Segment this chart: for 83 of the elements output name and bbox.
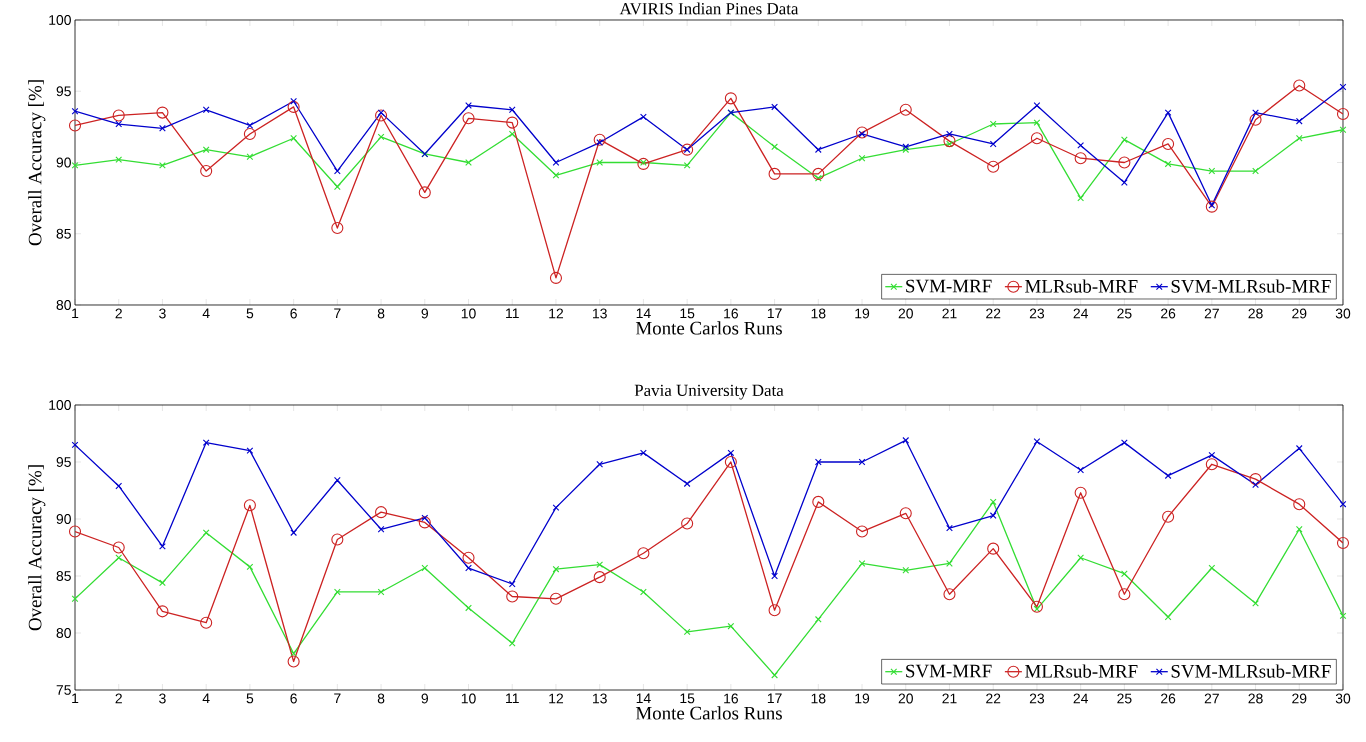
x-tick-label: 29 bbox=[1292, 693, 1307, 704]
x-tick-label: 14 bbox=[636, 308, 651, 319]
x-tick-label: 29 bbox=[1292, 308, 1307, 319]
y-axis-title: Overall Accuracy [%] bbox=[28, 465, 46, 631]
x-tick-label: 3 bbox=[159, 308, 166, 319]
x-tick-label: 24 bbox=[1073, 693, 1088, 704]
x-tick-label: 9 bbox=[421, 308, 429, 319]
y-tick-label: 95 bbox=[56, 457, 71, 467]
x-tick-label: 19 bbox=[855, 693, 870, 704]
x-tick-label: 21 bbox=[942, 308, 957, 319]
x-tick-label: 27 bbox=[1204, 693, 1219, 704]
legend-label: SVM-MLRsub-MRF bbox=[1171, 664, 1331, 678]
x-tick-label: 17 bbox=[767, 308, 782, 319]
x-tick-label: 30 bbox=[1335, 308, 1351, 319]
x-tick-label: 5 bbox=[246, 693, 254, 704]
x-tick-label: 24 bbox=[1073, 308, 1088, 319]
x-axis-title: Monte Carlos Runs bbox=[635, 706, 782, 720]
x-tick-label: 13 bbox=[592, 693, 607, 704]
x-tick-label: 5 bbox=[246, 308, 254, 319]
x-tick-label: 8 bbox=[377, 308, 385, 319]
x-tick-label: 2 bbox=[115, 308, 122, 319]
x-tick-label: 18 bbox=[811, 693, 826, 704]
x-tick-label: 7 bbox=[334, 693, 341, 704]
x-tick-label: 16 bbox=[724, 693, 738, 704]
x-tick-label: 1 bbox=[72, 693, 79, 704]
x-tick-label: 12 bbox=[549, 308, 564, 319]
x-tick-label: 12 bbox=[549, 693, 564, 704]
x-tick-label: 6 bbox=[290, 693, 297, 704]
x-tick-label: 22 bbox=[986, 308, 1001, 319]
y-tick-label: 75 bbox=[56, 685, 71, 695]
x-tick-label: 28 bbox=[1248, 308, 1263, 319]
x-tick-label: 11 bbox=[506, 308, 519, 319]
legend-label: MLRsub-MRF bbox=[1025, 279, 1138, 293]
x-tick-label: 13 bbox=[592, 308, 607, 319]
x-tick-label: 20 bbox=[898, 308, 913, 319]
x-tick-label: 4 bbox=[202, 308, 210, 319]
x-tick-label: 2 bbox=[115, 693, 122, 704]
x-tick-label: 17 bbox=[767, 693, 782, 704]
y-tick-label: 80 bbox=[56, 628, 71, 638]
y-tick-label: 90 bbox=[56, 514, 71, 524]
y-tick-label: 85 bbox=[56, 228, 71, 239]
x-tick-label: 1 bbox=[72, 308, 79, 319]
x-tick-label: 26 bbox=[1161, 693, 1176, 704]
x-axis-title: Monte Carlos Runs bbox=[635, 321, 782, 335]
x-tick-label: 6 bbox=[290, 308, 297, 319]
x-tick-label: 8 bbox=[377, 693, 385, 704]
legend-label: SVM-MRF bbox=[906, 279, 992, 293]
x-tick-label: 16 bbox=[724, 308, 738, 319]
y-tick-label: 80 bbox=[56, 300, 71, 310]
y-axis-title: Overall Accuracy [%] bbox=[28, 80, 46, 246]
x-tick-label: 25 bbox=[1117, 693, 1132, 704]
chart-title: AVIRIS Indian Pines Data bbox=[619, 2, 799, 15]
x-tick-label: 7 bbox=[334, 308, 341, 319]
x-tick-label: 18 bbox=[811, 308, 826, 319]
x-tick-label: 28 bbox=[1248, 693, 1263, 704]
x-tick-label: 21 bbox=[942, 693, 957, 704]
x-tick-label: 26 bbox=[1161, 308, 1176, 319]
x-tick-label: 30 bbox=[1335, 693, 1351, 704]
x-tick-label: 23 bbox=[1029, 308, 1045, 319]
x-tick-label: 10 bbox=[461, 693, 476, 704]
y-tick-label: 95 bbox=[56, 86, 71, 97]
y-tick-label: 100 bbox=[49, 400, 71, 410]
y-tick-label: 100 bbox=[49, 15, 71, 25]
y-tick-label: 90 bbox=[56, 157, 71, 168]
x-tick-label: 20 bbox=[898, 693, 913, 704]
x-tick-label: 14 bbox=[636, 693, 651, 704]
x-tick-label: 27 bbox=[1204, 308, 1219, 319]
x-tick-label: 22 bbox=[986, 693, 1001, 704]
x-tick-label: 11 bbox=[506, 693, 519, 704]
chart-title: Pavia University Data bbox=[634, 384, 784, 400]
legend-label: SVM-MLRsub-MRF bbox=[1171, 279, 1331, 293]
x-tick-label: 3 bbox=[159, 693, 166, 704]
x-tick-label: 9 bbox=[421, 693, 429, 704]
x-tick-label: 19 bbox=[855, 308, 870, 319]
x-tick-label: 15 bbox=[680, 693, 695, 704]
x-tick-label: 25 bbox=[1117, 308, 1132, 319]
legend-label: MLRsub-MRF bbox=[1025, 664, 1138, 678]
x-tick-label: 10 bbox=[461, 308, 476, 319]
x-tick-label: 23 bbox=[1029, 693, 1045, 704]
y-tick-label: 85 bbox=[56, 571, 71, 581]
x-tick-label: 15 bbox=[680, 308, 695, 319]
x-tick-label: 4 bbox=[202, 693, 210, 704]
legend-label: SVM-MRF bbox=[906, 664, 992, 678]
